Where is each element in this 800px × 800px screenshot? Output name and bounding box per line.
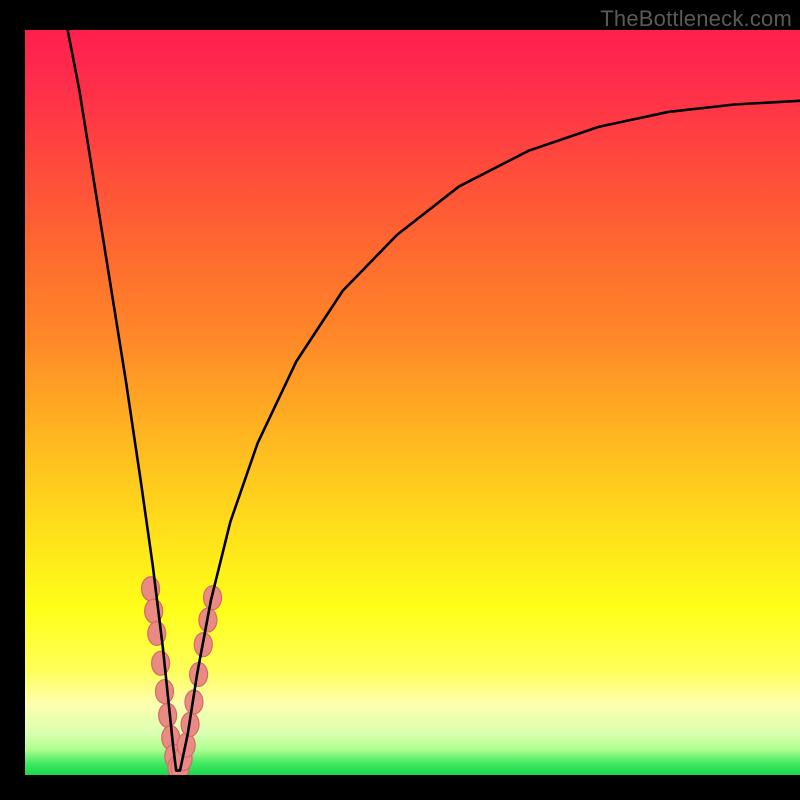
plot-area bbox=[25, 30, 800, 775]
bottleneck-curve-chart bbox=[25, 30, 800, 775]
curve-marker bbox=[152, 651, 170, 675]
curve-marker bbox=[159, 703, 177, 727]
curve-marker bbox=[156, 680, 174, 704]
watermark-label: TheBottleneck.com bbox=[600, 6, 792, 32]
chart-frame: TheBottleneck.com bbox=[25, 0, 800, 775]
chart-background bbox=[25, 30, 800, 775]
